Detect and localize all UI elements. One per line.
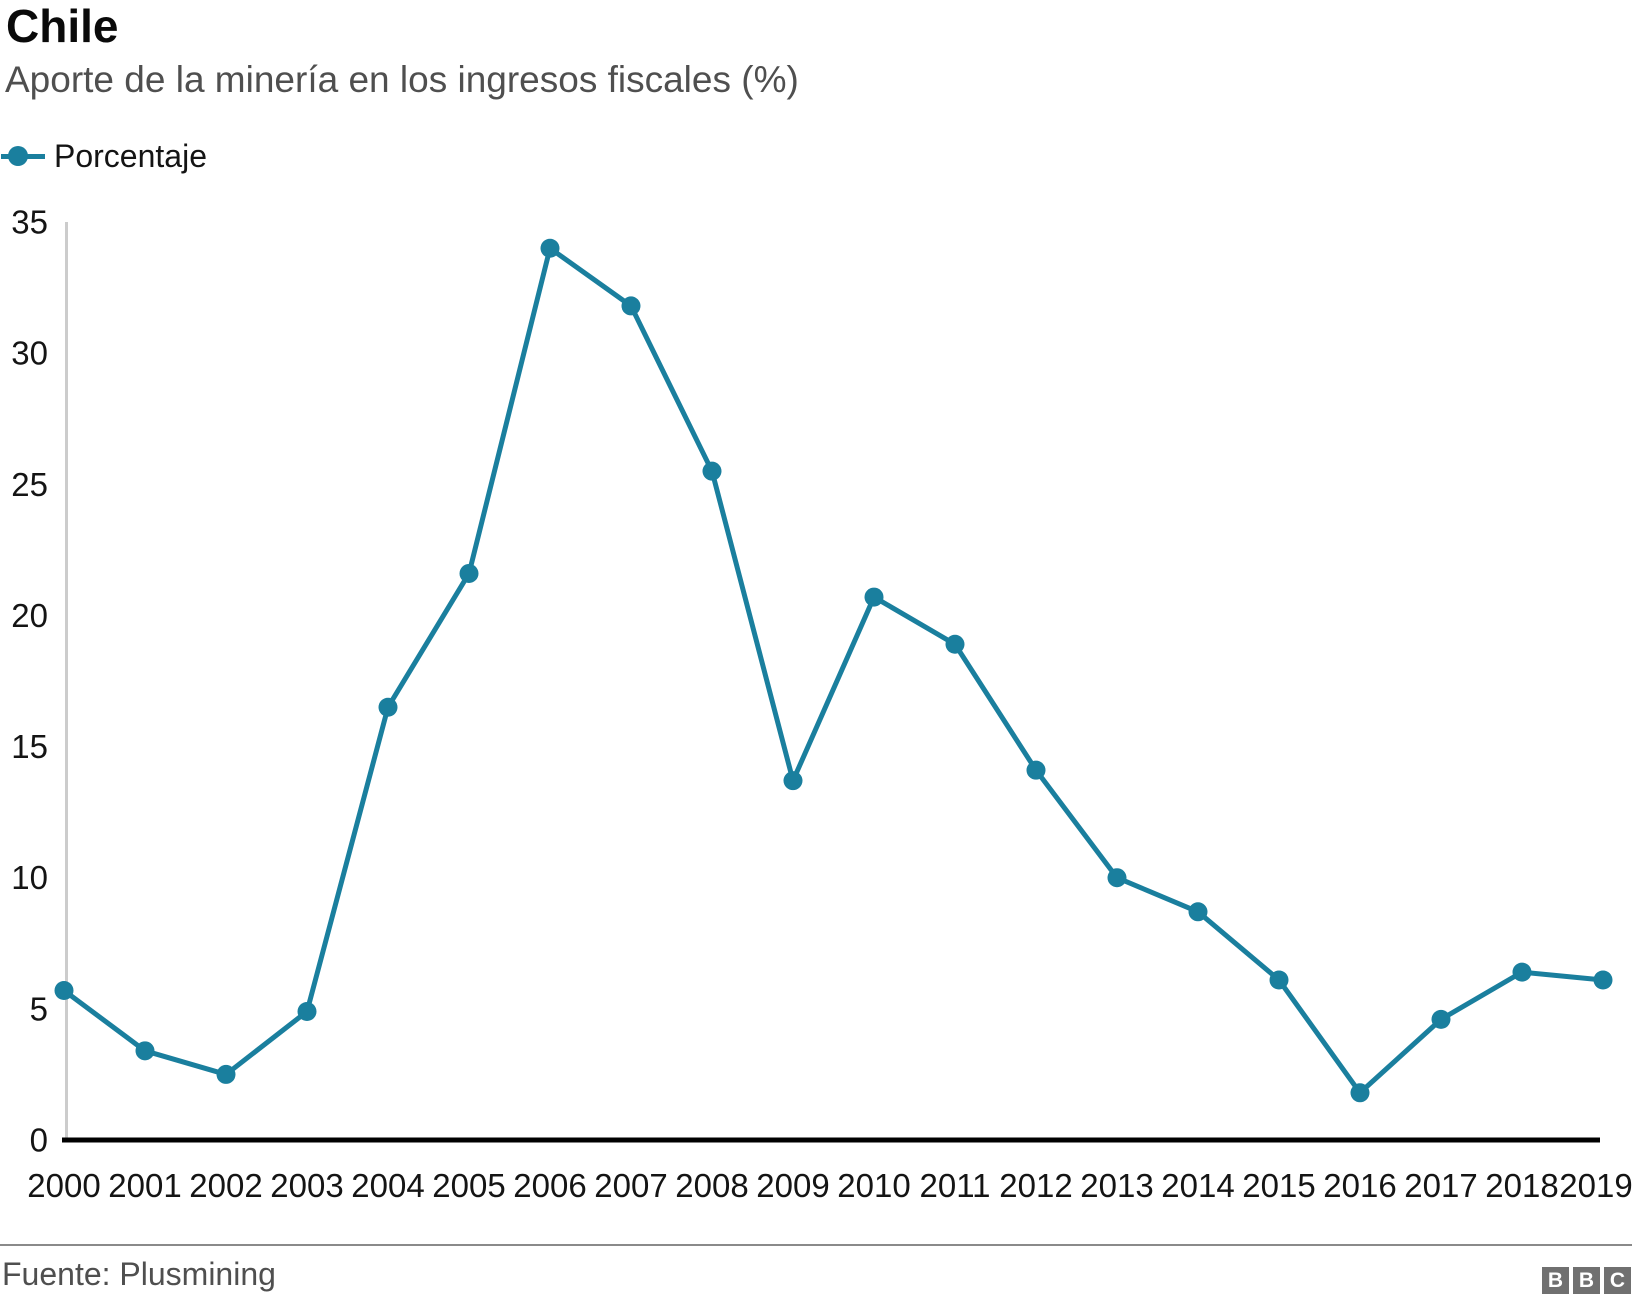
x-tick-label-2013: 2013 [1080, 1167, 1153, 1204]
data-point-2014 [1188, 902, 1208, 922]
data-point-2006 [540, 238, 560, 258]
data-point-2004 [378, 697, 398, 717]
y-tick-label-30: 30 [11, 335, 48, 372]
data-point-2013 [1107, 868, 1127, 888]
bbc-logo-letter: C [1604, 1267, 1631, 1294]
x-tick-label-2000: 2000 [27, 1167, 100, 1204]
x-tick-label-2010: 2010 [837, 1167, 910, 1204]
data-point-2016 [1350, 1083, 1370, 1103]
y-tick-label-0: 0 [30, 1122, 48, 1159]
series-line-porcentaje [61, 245, 1606, 1096]
x-tick-label-2019: 2019 [1559, 1167, 1632, 1204]
data-point-2018 [1512, 962, 1532, 982]
data-point-2011 [945, 634, 965, 654]
y-tick-label-5: 5 [30, 990, 48, 1027]
page-title: Chile [6, 0, 119, 52]
footer-divider [0, 1244, 1632, 1246]
chart-subtitle: Aporte de la minería en los ingresos fis… [5, 59, 799, 100]
y-tick-label-35: 35 [11, 204, 48, 241]
data-point-2019 [1593, 970, 1613, 990]
data-point-2015 [1269, 970, 1289, 990]
legend-dot [8, 146, 28, 166]
data-point-2001 [135, 1041, 155, 1061]
x-tick-label-2017: 2017 [1404, 1167, 1477, 1204]
x-tick-label-2001: 2001 [108, 1167, 181, 1204]
data-point-2009 [783, 771, 803, 791]
x-tick-label-2012: 2012 [999, 1167, 1072, 1204]
bbc-logo-letter: B [1573, 1267, 1600, 1294]
y-tick-label-20: 20 [11, 597, 48, 634]
data-point-2008 [702, 461, 722, 481]
data-point-2017 [1431, 1009, 1451, 1029]
data-point-2003 [297, 1001, 317, 1021]
x-tick-label-2007: 2007 [594, 1167, 667, 1204]
bbc-logo-letter: B [1542, 1267, 1569, 1294]
data-point-2000 [54, 980, 74, 1000]
x-tick-label-2008: 2008 [675, 1167, 748, 1204]
legend: Porcentaje [1, 136, 207, 176]
data-point-2012 [1026, 760, 1046, 780]
bbc-logo: B B C [1542, 1267, 1631, 1294]
data-point-2010 [864, 587, 884, 607]
x-tick-label-2015: 2015 [1242, 1167, 1315, 1204]
x-tick-label-2004: 2004 [351, 1167, 424, 1204]
x-tick-label-2014: 2014 [1161, 1167, 1234, 1204]
y-tick-label-10: 10 [11, 859, 48, 896]
source-credit: Fuente: Plusmining [2, 1256, 276, 1292]
x-tick-label-2006: 2006 [513, 1167, 586, 1204]
legend-line-dot-icon [1, 136, 45, 176]
data-point-2005 [459, 563, 479, 583]
x-tick-label-2003: 2003 [270, 1167, 343, 1204]
x-tick-label-2016: 2016 [1323, 1167, 1396, 1204]
x-tick-label-2002: 2002 [189, 1167, 262, 1204]
data-point-2007 [621, 296, 641, 316]
x-tick-label-2009: 2009 [756, 1167, 829, 1204]
data-point-2002 [216, 1064, 236, 1084]
x-tick-label-2011: 2011 [920, 1167, 991, 1204]
y-tick-label-15: 15 [11, 728, 48, 765]
legend-label: Porcentaje [54, 137, 207, 174]
y-tick-label-25: 25 [11, 466, 48, 503]
x-tick-label-2018: 2018 [1485, 1167, 1558, 1204]
x-tick-label-2005: 2005 [432, 1167, 505, 1204]
